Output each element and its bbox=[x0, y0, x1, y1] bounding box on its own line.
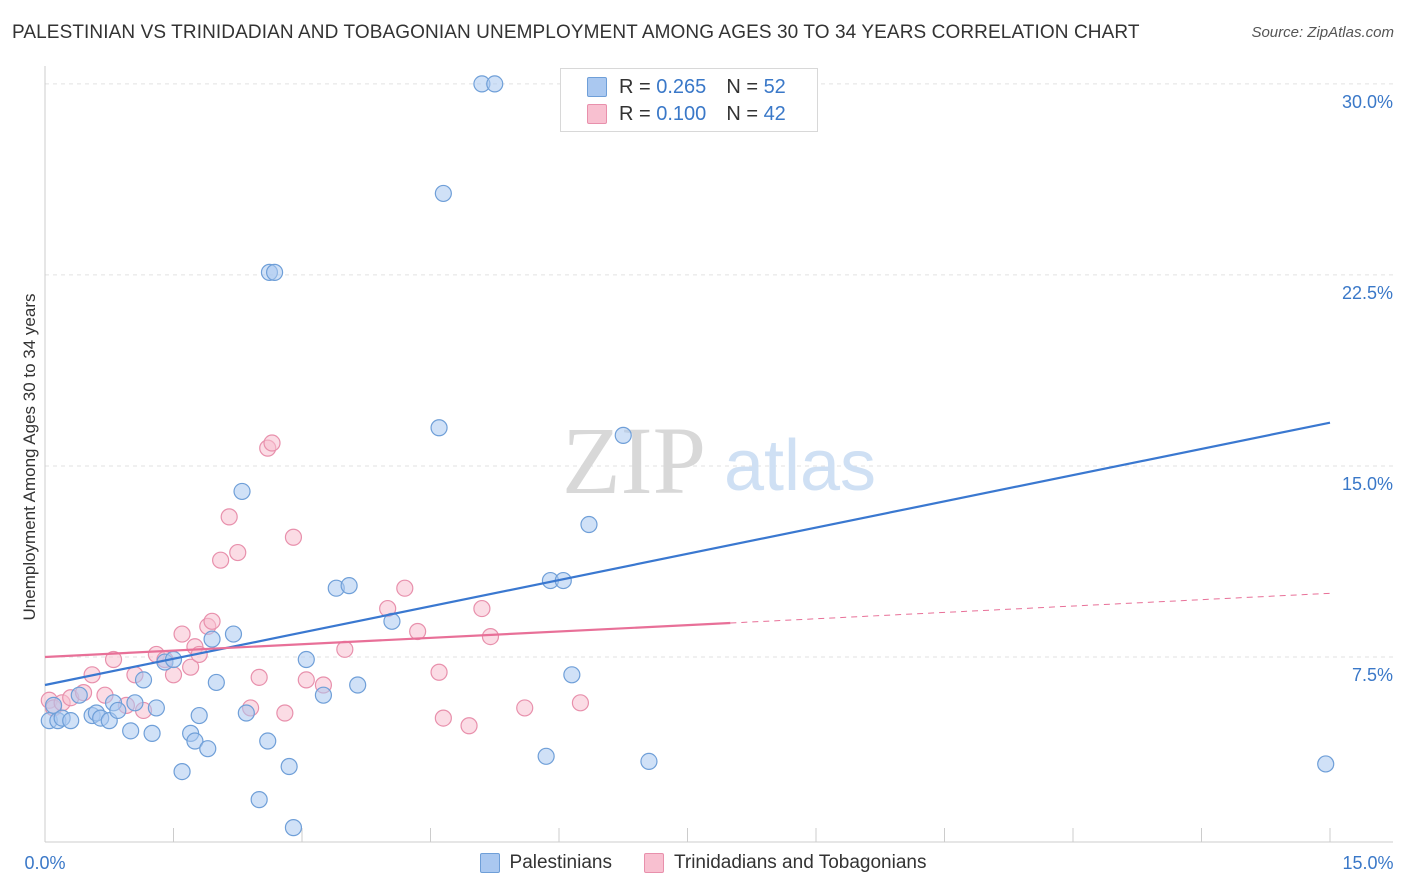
watermark-zip: ZIP bbox=[562, 407, 706, 514]
legend-label-trinidadians: Trinidadians and Tobagonians bbox=[673, 852, 927, 873]
trinidadians-point[interactable] bbox=[473, 599, 491, 618]
palestinians-point[interactable] bbox=[486, 75, 504, 93]
trinidadians-point[interactable] bbox=[104, 650, 123, 669]
legend-row-palestinians: R = 0.265 N = 52 bbox=[587, 75, 786, 99]
y-tick-label: 22.5% bbox=[1342, 283, 1393, 303]
trinidadians-point[interactable] bbox=[460, 717, 478, 735]
palestinians-point[interactable] bbox=[70, 686, 88, 704]
trinidadians-point[interactable] bbox=[481, 627, 500, 646]
stats-legend: R = 0.265 N = 52 R = 0.100 N = 42 bbox=[560, 68, 818, 132]
y-tick-label: 7.5% bbox=[1352, 665, 1393, 685]
palestinians-point[interactable] bbox=[297, 650, 315, 669]
trinidadians-point[interactable] bbox=[430, 663, 448, 681]
palestinians-point[interactable] bbox=[349, 676, 367, 694]
palestinians-point[interactable] bbox=[537, 747, 555, 765]
axes bbox=[44, 66, 1393, 843]
y-axis-title: Unemployment Among Ages 30 to 34 years bbox=[20, 293, 39, 621]
x-tick-label-max: 15.0% bbox=[1342, 853, 1393, 873]
chart-title: PALESTINIAN VS TRINIDADIAN AND TOBAGONIA… bbox=[12, 22, 1140, 43]
trinidadians-point[interactable] bbox=[284, 528, 303, 546]
palestinians-point[interactable] bbox=[265, 263, 284, 281]
legend-swatch-pink bbox=[643, 853, 664, 873]
trinidadians-point[interactable] bbox=[396, 579, 414, 597]
trinidadians-point[interactable] bbox=[409, 622, 427, 641]
palestinians-point[interactable] bbox=[314, 686, 333, 704]
legend-swatch-pink bbox=[587, 104, 607, 124]
source-label: Source: ZipAtlas.com bbox=[1251, 24, 1394, 41]
palestinians-point[interactable] bbox=[224, 625, 243, 643]
palestinians-point[interactable] bbox=[143, 724, 161, 742]
palestinians-point[interactable] bbox=[640, 752, 658, 771]
legend-r-value: 0.100 bbox=[656, 102, 707, 125]
series-trinidadians-points bbox=[40, 434, 590, 735]
palestinians-point[interactable] bbox=[186, 732, 204, 750]
palestinians-point[interactable] bbox=[1317, 755, 1335, 773]
y-tick-label: 30.0% bbox=[1342, 92, 1393, 112]
tick-labels: 7.5% 15.0% 22.5% 30.0% 0.0% 15.0% bbox=[24, 92, 1393, 873]
trinidadians-point[interactable] bbox=[297, 671, 315, 689]
legend-item-palestinians[interactable]: Palestinians bbox=[479, 852, 612, 874]
trinidadians-point[interactable] bbox=[212, 551, 230, 569]
palestinians-point[interactable] bbox=[340, 577, 358, 595]
trinidadians-point[interactable] bbox=[434, 709, 452, 727]
legend-row-trinidadians: R = 0.100 N = 42 bbox=[587, 102, 786, 126]
palestinians-point[interactable] bbox=[199, 740, 217, 758]
palestinians-point[interactable] bbox=[233, 482, 251, 501]
trinidadians-point[interactable] bbox=[173, 625, 191, 643]
legend-label-palestinians: Palestinians bbox=[509, 852, 612, 873]
y-tick-label: 15.0% bbox=[1342, 474, 1393, 494]
legend-swatch-blue bbox=[479, 853, 500, 873]
palestinians-point[interactable] bbox=[203, 630, 221, 648]
legend-n-label: N = bbox=[726, 102, 758, 125]
palestinians-point[interactable] bbox=[122, 722, 140, 740]
legend-r-label: R = bbox=[619, 75, 651, 98]
palestinians-point[interactable] bbox=[62, 712, 80, 730]
trend-lines bbox=[44, 421, 1331, 687]
legend-swatch-blue bbox=[587, 77, 607, 97]
trinidadians-point[interactable] bbox=[516, 699, 534, 717]
legend-item-trinidadians[interactable]: Trinidadians and Tobagonians bbox=[643, 852, 927, 874]
palestinians-point[interactable] bbox=[434, 184, 452, 203]
palestinians-point[interactable] bbox=[284, 819, 303, 837]
legend-n-label: N = bbox=[726, 75, 758, 98]
palestinians-trend-line bbox=[44, 421, 1331, 687]
palestinians-point[interactable] bbox=[430, 419, 448, 437]
trinidadians-point[interactable] bbox=[203, 612, 221, 630]
trinidadians-trend-line-extension bbox=[730, 592, 1331, 624]
trinidadians-trend-line bbox=[44, 621, 731, 659]
trinidadians-point[interactable] bbox=[250, 668, 268, 686]
palestinians-point[interactable] bbox=[280, 757, 298, 776]
palestinians-point[interactable] bbox=[134, 671, 153, 689]
palestinians-point[interactable] bbox=[614, 426, 632, 444]
trinidadians-point[interactable] bbox=[336, 640, 354, 658]
trinidadians-point[interactable] bbox=[276, 704, 294, 722]
series-palestinians-points bbox=[40, 75, 1335, 837]
palestinians-point[interactable] bbox=[563, 666, 581, 684]
palestinians-point[interactable] bbox=[109, 701, 127, 720]
trinidadians-point[interactable] bbox=[220, 508, 238, 526]
palestinians-point[interactable] bbox=[250, 791, 268, 809]
legend-r-value: 0.265 bbox=[656, 75, 707, 98]
palestinians-point[interactable] bbox=[126, 694, 144, 712]
trinidadians-point[interactable] bbox=[263, 434, 281, 452]
legend-n-value: 52 bbox=[763, 75, 786, 98]
palestinians-point[interactable] bbox=[173, 762, 191, 781]
series-legend: Palestinians Trinidadians and Tobagonian… bbox=[0, 852, 1406, 874]
trinidadians-point[interactable] bbox=[571, 694, 590, 712]
palestinians-point[interactable] bbox=[237, 704, 255, 722]
palestinians-point[interactable] bbox=[259, 732, 277, 750]
x-tick-label-min: 0.0% bbox=[24, 853, 65, 873]
watermark-atlas: atlas bbox=[724, 426, 876, 506]
trinidadians-point[interactable] bbox=[229, 543, 247, 562]
legend-r-label: R = bbox=[619, 102, 651, 125]
palestinians-point[interactable] bbox=[190, 706, 208, 725]
palestinians-point[interactable] bbox=[147, 699, 165, 717]
grid-lines bbox=[45, 83, 1393, 658]
legend-n-value: 42 bbox=[763, 102, 786, 125]
palestinians-point[interactable] bbox=[207, 673, 225, 692]
trinidadians-point[interactable] bbox=[182, 658, 200, 676]
palestinians-point[interactable] bbox=[580, 515, 598, 534]
